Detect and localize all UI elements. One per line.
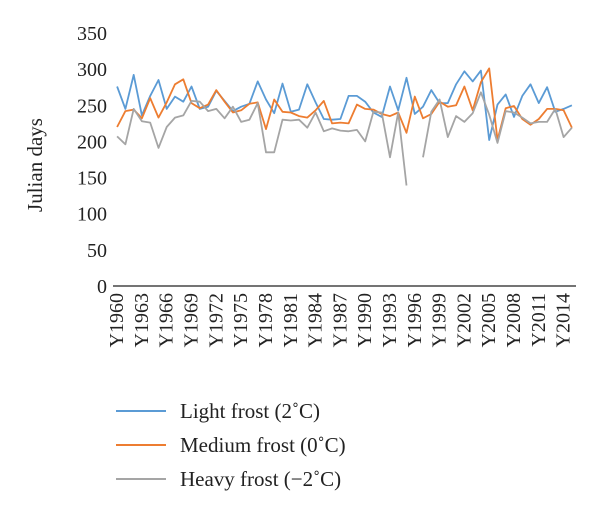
x-tick-label: Y2008 — [503, 293, 525, 347]
x-tick-label: Y2005 — [478, 293, 500, 347]
series-line-1 — [116, 67, 573, 141]
series-line-0 — [116, 69, 573, 141]
x-tick-label: Y1987 — [329, 293, 351, 347]
y-axis-label: Julian days — [23, 118, 47, 212]
x-tick-label: Y1963 — [131, 293, 153, 347]
x-tick-label: Y1972 — [205, 293, 227, 347]
x-tick-label: Y1969 — [181, 293, 203, 347]
y-tick-label: 250 — [77, 95, 107, 117]
y-tick-label: 0 — [97, 276, 107, 298]
x-tick-label: Y1984 — [305, 293, 327, 347]
y-tick-label: 350 — [77, 23, 107, 45]
x-tick-label: Y1978 — [255, 293, 277, 347]
x-tick-label: Y1999 — [429, 293, 451, 347]
x-tick-label: Y1990 — [354, 293, 376, 347]
legend-label: Medium frost (0˚C) — [180, 433, 346, 457]
x-tick-label: Y1993 — [379, 293, 401, 347]
x-tick-label: Y2002 — [453, 293, 475, 347]
x-tick-label: Y2011 — [528, 293, 550, 347]
y-tick-label: 300 — [77, 59, 107, 81]
legend: Light frost (2˚C) Medium frost (0˚C) Heavy… — [116, 399, 346, 491]
x-tick-label: Y1966 — [156, 293, 178, 347]
x-tick-label: Y1960 — [106, 293, 128, 347]
y-axis-ticks: 0 50 100 150 200 250 300 350 — [77, 23, 107, 298]
legend-label: Light frost (2˚C) — [180, 399, 320, 423]
x-tick-label: Y1996 — [404, 293, 426, 347]
y-tick-label: 50 — [87, 240, 107, 262]
y-tick-label: 200 — [77, 131, 107, 153]
x-tick-label: Y2014 — [553, 293, 575, 347]
legend-label: Heavy frost (−2˚C) — [180, 467, 341, 491]
x-tick-label: Y1975 — [230, 293, 252, 347]
x-axis-ticks: Y1960 Y1963 Y1966 Y1969 Y1972 Y1975 Y1978 Y1981… — [106, 293, 574, 347]
series-lines — [116, 67, 573, 186]
x-tick-label: Y1981 — [280, 293, 302, 347]
series-line-2 — [116, 91, 573, 186]
y-tick-label: 150 — [77, 168, 107, 190]
y-tick-label: 100 — [77, 204, 107, 226]
